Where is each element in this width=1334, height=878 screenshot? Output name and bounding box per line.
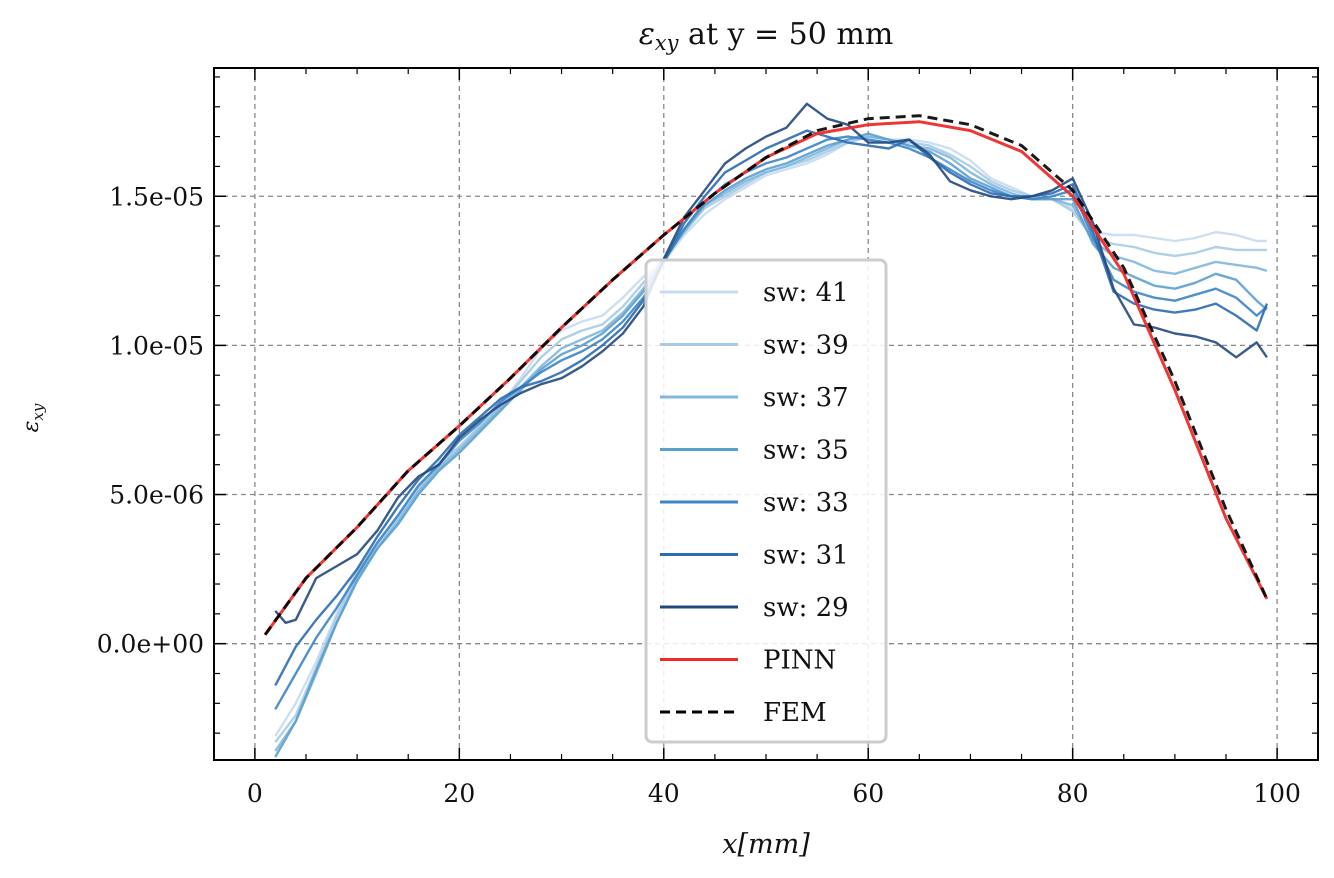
x-tick-label: 20 [443,779,475,808]
x-axis-label: x[mm] [722,829,810,860]
legend-label: sw: 35 [763,436,849,466]
series-line-9 [263,114,1269,636]
x-tick-label: 80 [1057,779,1089,808]
x-tick-label: 0 [247,779,263,808]
legend: sw: 41 sw: 39 sw: 37 sw: 35 sw: 33 sw: 31 sw: … [644,258,888,744]
x-tick-label: 60 [852,779,884,808]
series-line-7 [274,102,1268,624]
legend-box [644,258,888,744]
y-tick-label: 1.0e-05 [109,331,204,360]
legend-label: sw: 33 [763,488,849,518]
legend-label: sw: 41 [763,278,849,308]
legend-label: sw: 29 [763,593,849,623]
ticks: 0 20 40 60 80 100 0.0e+00 5.0e-06 1.0e-05 1.5e-05 [97,68,1318,808]
legend-label: sw: 31 [763,541,849,571]
y-tick-label: 5.0e-06 [109,481,204,510]
chart-title: εxy at y = 50 mm [639,17,894,55]
x-tick-label: 100 [1253,779,1301,808]
x-tick-label: 40 [648,779,680,808]
series-line-4 [274,132,1268,758]
legend-label: sw: 37 [763,383,849,413]
y-tick-label: 1.5e-05 [109,182,204,211]
y-axis-label: εxy [19,403,47,432]
legend-label: sw: 39 [763,331,849,361]
legend-label: FEM [763,698,827,728]
y-tick-label: 0.0e+00 [97,630,204,659]
series-layer [263,102,1269,758]
legend-label: PINN [763,646,836,676]
